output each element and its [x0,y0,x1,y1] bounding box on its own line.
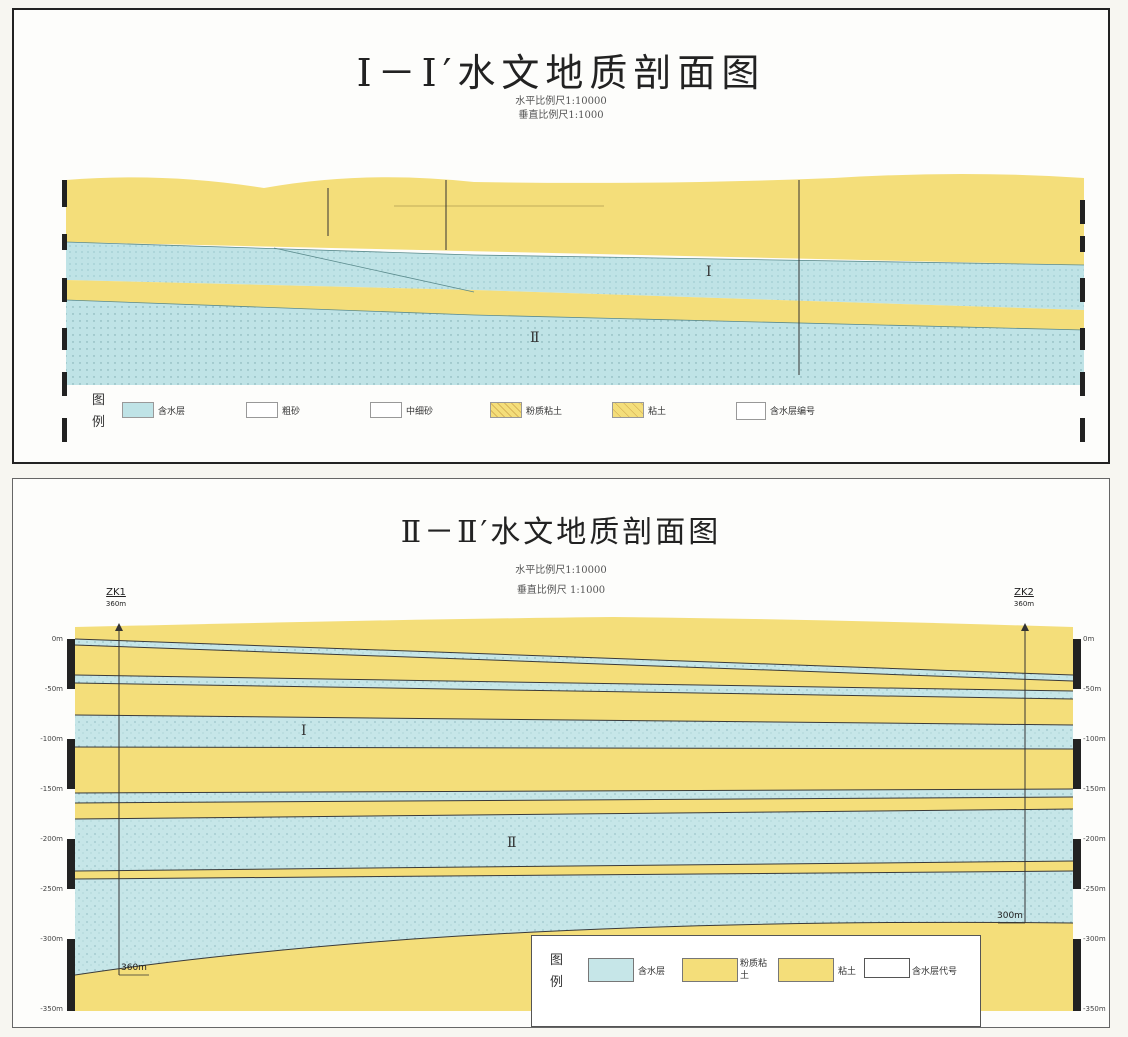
legend-label-silty-clay: 粉质粘土 [526,407,563,417]
depth-label-right-0: 0m [1083,635,1095,643]
section-1-horizontal-scale: 水平比例尺1:10000 [515,96,607,107]
aquifer-band-1 [75,639,1073,681]
aquifer-band-2 [75,675,1073,699]
left-depth-scale [62,180,67,442]
layer-boundaries [74,638,1074,976]
section-2-vertical-scale: 垂直比例尺 1:1000 [516,585,606,596]
aquifer-i-label: Ⅰ [301,723,307,739]
depth-label-left-50: -50m [44,685,63,693]
well-zk2-elevation: 360m [1013,600,1035,608]
depth-label-left-100: -100m [40,735,63,743]
legend-label-silty-clay: 粉质粘土 [740,959,768,981]
depth-label-right-100: -100m [1083,735,1106,743]
section-2-profile [67,617,1081,1011]
depth-label-left-350: -350m [40,1005,63,1013]
aquifer-ii-label: Ⅱ [507,835,517,851]
legend-title: 图 例 [550,953,564,990]
clay-layer-top [66,174,1084,265]
legend-swatch-silty-clay [682,958,738,982]
legend-swatch-aquifer-number [736,402,766,420]
well-zk2-label: ZK2 [1014,587,1034,598]
legend-label-aquifer: 含水层 [158,407,186,417]
depth-label-left-150: -150m [40,785,63,793]
aquifer-i [75,715,1073,749]
legend-swatch-coarse-sand [246,402,278,418]
legend-swatch-aquifer-code [864,958,910,978]
legend-swatch-silty-clay [490,402,522,418]
legend-swatch-clay [778,958,834,982]
depth-label-right-200: -200m [1083,835,1106,843]
well-zk1-elevation: 360m [105,600,127,608]
legend-box: 图 例 含水层 粉质粘土 粘土 含水层代号 [531,935,981,1027]
aquifer-ii [75,809,1073,871]
depth-label-left-200: -200m [40,835,63,843]
legend-swatch-clay [612,402,644,418]
legend-label-aquifer-number: 含水层编号 [770,407,816,417]
aquifer-i-label: Ⅰ [706,264,712,280]
legend-swatch-fine-sand [370,402,402,418]
depth-label-right-50: -50m [1083,685,1102,693]
well-zk1-depth: 360m [121,963,147,973]
legend-label-aquifer: 含水层 [638,967,666,977]
legend-label-aquifer-code: 含水层代号 [912,967,958,977]
depth-label-left-250: -250m [40,885,63,893]
section-1-title: Ⅰ－Ⅰ′水文地质剖面图 [356,51,766,95]
section-1-vertical-scale: 垂直比例尺1:1000 [518,110,604,121]
depth-label-left-300: -300m [40,935,63,943]
aquifer-i [66,242,1084,310]
depth-label-right-350: -350m [1083,1005,1106,1013]
section-2-title: Ⅱ－Ⅱ′水文地质剖面图 [400,515,722,550]
legend-label-clay: 粘土 [838,967,857,977]
section-2-panel: Ⅱ－Ⅱ′水文地质剖面图 水平比例尺1:10000 垂直比例尺 1:1000 ZK… [12,478,1110,1028]
legend-label-fine-sand: 中细砂 [406,407,434,417]
aquifer-iii [75,871,1073,975]
section-1-profile [62,174,1085,442]
right-depth-scale [1080,200,1085,442]
legend-swatch-aquifer [122,402,154,418]
aquifer-ii-label: Ⅱ [530,330,540,346]
well-zk2-depth: 300m [997,911,1023,921]
depth-label-right-250: -250m [1083,885,1106,893]
left-depth-scale [67,639,75,1011]
legend-label-coarse-sand: 粗砂 [282,407,301,417]
legend-title: 图 例 [92,393,106,430]
depth-label-left-0: 0m [51,635,63,643]
section-1-panel: Ⅰ－Ⅰ′水文地质剖面图 水平比例尺1:10000 垂直比例尺1:1000 [12,8,1110,464]
section-2-horizontal-scale: 水平比例尺1:10000 [515,565,607,576]
legend-label-clay: 粘土 [648,407,667,417]
aquifer-ii [66,300,1084,385]
legend-swatch-aquifer [588,958,634,982]
well-zk1-label: ZK1 [106,587,126,598]
clay-layer-middle [66,280,1084,330]
right-depth-scale [1073,639,1081,1011]
depth-label-right-150: -150m [1083,785,1106,793]
depth-label-right-300: -300m [1083,935,1106,943]
